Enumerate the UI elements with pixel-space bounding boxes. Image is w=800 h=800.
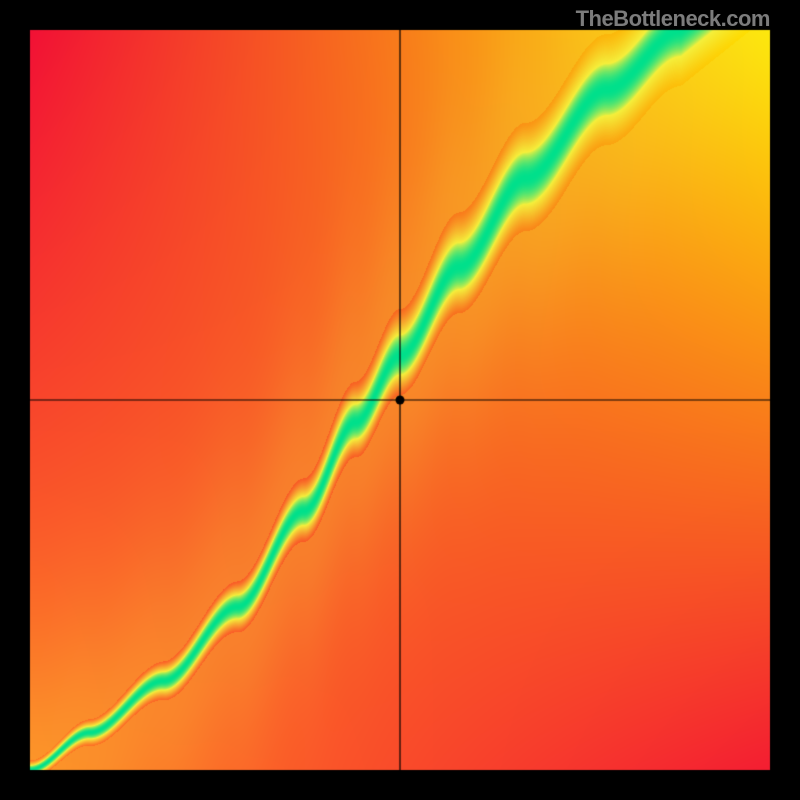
watermark-text: TheBottleneck.com — [576, 6, 770, 32]
bottleneck-heatmap — [0, 0, 800, 800]
